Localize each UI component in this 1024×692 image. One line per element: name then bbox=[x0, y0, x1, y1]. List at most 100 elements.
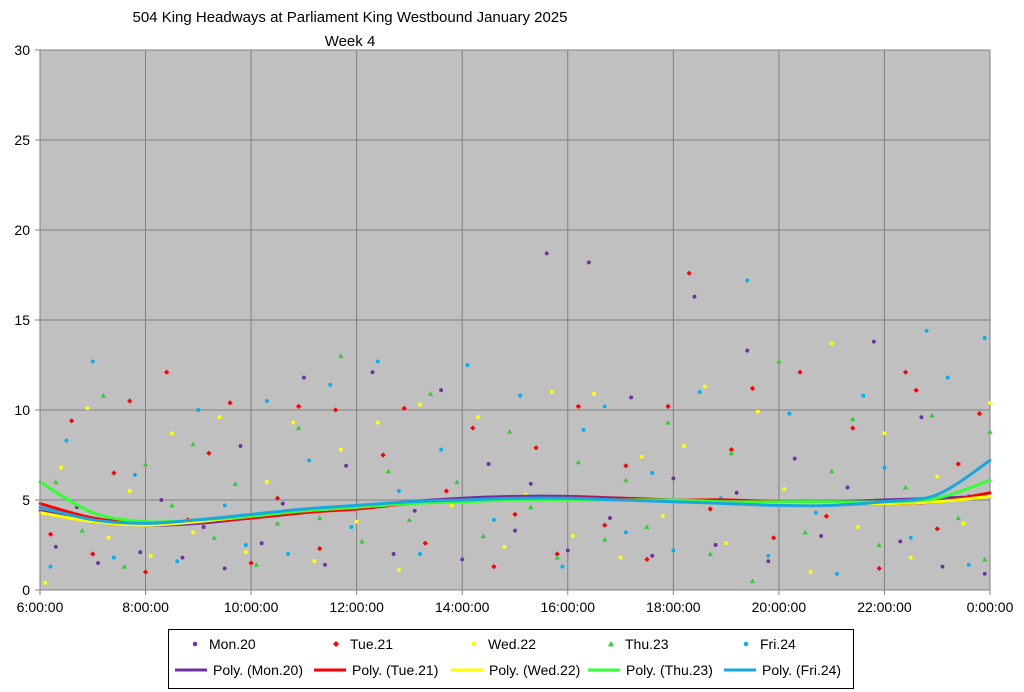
y-tick-label: 10 bbox=[14, 402, 30, 418]
data-point bbox=[375, 420, 380, 425]
data-point bbox=[222, 566, 227, 571]
data-point bbox=[332, 407, 339, 413]
legend-label: Poly. (Fri.24) bbox=[762, 662, 842, 678]
data-point bbox=[749, 385, 756, 391]
data-point bbox=[734, 490, 739, 495]
data-point bbox=[771, 535, 777, 541]
data-point bbox=[707, 551, 713, 557]
data-point bbox=[354, 519, 359, 524]
legend-item: Mon.20 bbox=[185, 636, 256, 652]
data-point bbox=[43, 580, 48, 585]
data-point bbox=[476, 415, 480, 420]
y-tick-label: 15 bbox=[14, 312, 30, 328]
series-Thu.23 bbox=[53, 353, 993, 584]
legend-item: Wed.22 bbox=[464, 636, 536, 652]
legend-swatch bbox=[743, 641, 749, 647]
data-point bbox=[449, 503, 454, 508]
data-point bbox=[507, 429, 513, 434]
data-point bbox=[797, 369, 803, 375]
data-point bbox=[439, 447, 444, 452]
legend-item: Poly. (Thu.23) bbox=[586, 662, 713, 678]
data-point bbox=[401, 405, 407, 411]
legend-swatch bbox=[175, 668, 207, 672]
legend-item: Fri.24 bbox=[736, 636, 796, 652]
data-point bbox=[829, 341, 834, 346]
data-point bbox=[834, 571, 839, 576]
x-tick-label: 22:00:00 bbox=[857, 599, 912, 615]
data-point bbox=[623, 463, 629, 469]
data-point bbox=[274, 520, 281, 526]
data-point bbox=[244, 550, 248, 555]
legend-item: Poly. (Mon.20) bbox=[173, 662, 303, 678]
data-point bbox=[575, 459, 581, 465]
legend-item: Poly. (Tue.21) bbox=[312, 662, 438, 678]
data-point bbox=[64, 438, 69, 443]
legend-label: Thu.23 bbox=[625, 636, 669, 652]
data-point bbox=[422, 540, 428, 546]
data-point bbox=[602, 537, 608, 542]
data-point bbox=[90, 551, 96, 557]
x-tick-label: 0:00:00 bbox=[967, 599, 1014, 615]
data-point bbox=[349, 525, 354, 529]
data-point bbox=[253, 562, 259, 567]
legend-label: Mon.20 bbox=[209, 636, 256, 652]
data-point bbox=[90, 359, 95, 364]
data-point bbox=[323, 562, 327, 567]
data-point bbox=[845, 485, 850, 490]
data-point bbox=[660, 514, 665, 519]
x-tick-label: 20:00:00 bbox=[752, 599, 807, 615]
data-point bbox=[533, 445, 539, 451]
data-point bbox=[238, 444, 243, 448]
data-point bbox=[149, 553, 153, 558]
data-point bbox=[728, 450, 734, 456]
data-point bbox=[823, 513, 829, 519]
data-point bbox=[175, 559, 180, 564]
data-point bbox=[813, 510, 818, 515]
data-point bbox=[703, 384, 707, 389]
data-point bbox=[96, 561, 101, 565]
data-point bbox=[296, 403, 302, 409]
data-point bbox=[961, 521, 966, 526]
data-point bbox=[470, 425, 476, 431]
data-point bbox=[639, 454, 644, 459]
data-point bbox=[227, 400, 233, 406]
data-point bbox=[713, 543, 718, 547]
data-point bbox=[776, 358, 782, 364]
data-point bbox=[707, 506, 713, 512]
data-point bbox=[502, 544, 507, 549]
data-point bbox=[792, 456, 797, 461]
data-point bbox=[53, 544, 58, 549]
data-point bbox=[924, 328, 929, 333]
legend-swatch bbox=[333, 641, 339, 647]
data-point bbox=[902, 369, 909, 375]
data-point bbox=[491, 517, 496, 522]
data-point bbox=[602, 404, 607, 409]
legend-swatch bbox=[608, 641, 614, 647]
data-point bbox=[222, 503, 227, 508]
data-point bbox=[671, 548, 676, 553]
data-points bbox=[43, 251, 993, 585]
legend-label: Tue.21 bbox=[350, 636, 394, 652]
legend-swatch bbox=[471, 641, 477, 647]
x-tick-label: 12:00:00 bbox=[329, 599, 384, 615]
y-tick-label: 20 bbox=[14, 222, 30, 238]
data-point bbox=[554, 551, 560, 557]
data-point bbox=[121, 564, 128, 569]
data-point bbox=[370, 370, 375, 375]
data-point bbox=[766, 559, 771, 564]
trendline-Poly. (Fri.24) bbox=[38, 458, 992, 525]
data-point bbox=[412, 508, 417, 513]
data-point bbox=[935, 474, 940, 479]
x-axis-ticks: 6:00:00 8:00:00 10:00:00 12:00:00 14:00:00 16… bbox=[17, 590, 1014, 615]
x-tick-label: 18:00:00 bbox=[646, 599, 701, 615]
data-point bbox=[745, 278, 750, 283]
x-tick-label: 10:00:00 bbox=[224, 599, 279, 615]
legend-marker bbox=[743, 641, 749, 647]
data-point bbox=[133, 472, 137, 477]
data-point bbox=[127, 398, 133, 404]
data-point bbox=[850, 425, 856, 431]
data-point bbox=[170, 431, 174, 436]
data-point bbox=[48, 564, 53, 569]
data-point bbox=[581, 427, 586, 432]
data-point bbox=[439, 388, 444, 393]
